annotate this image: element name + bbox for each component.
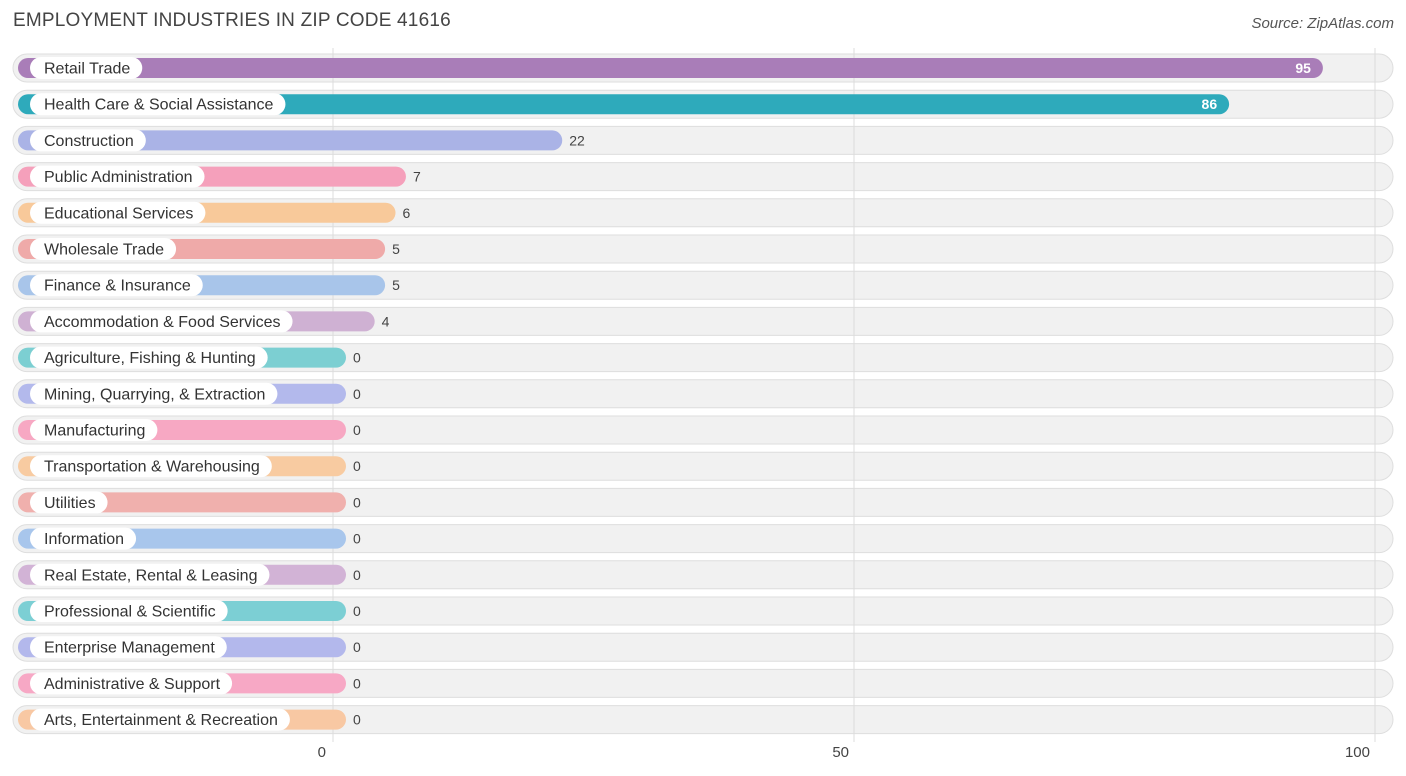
value-label: 86 (1202, 96, 1218, 112)
row-track (12, 596, 1394, 626)
category-label: Enterprise Management (44, 640, 215, 657)
category-label-pill (30, 238, 177, 260)
category-label: Finance & Insurance (44, 278, 191, 295)
category-label-pill (30, 563, 270, 586)
row-track (12, 451, 1394, 481)
category-label: Administrative & Support (44, 676, 221, 693)
category-label-pill (30, 527, 137, 550)
category-label-pill (30, 455, 272, 478)
row-track (12, 524, 1394, 554)
category-label: Manufacturing (44, 423, 145, 440)
category-label-pill (30, 310, 293, 333)
category-label: Wholesale Trade (44, 242, 164, 259)
x-tick-label: 100 (1345, 744, 1370, 761)
category-label-pill (30, 57, 143, 79)
row-track (12, 415, 1394, 445)
value-label: 0 (353, 675, 361, 691)
category-label-pill (30, 491, 108, 514)
row-track (12, 487, 1394, 517)
category-label: Retail Trade (44, 61, 130, 78)
category-label: Real Estate, Rental & Leasing (44, 567, 257, 584)
category-label: Public Administration (44, 169, 193, 186)
chart-title: EMPLOYMENT INDUSTRIES IN ZIP CODE 41616 (13, 10, 451, 31)
value-label: 0 (353, 603, 361, 619)
category-label-pill (30, 274, 203, 297)
category-label-pill (30, 201, 206, 224)
category-label-pill (30, 600, 228, 622)
bar (18, 130, 563, 151)
category-label: Agriculture, Fishing & Hunting (44, 350, 256, 367)
category-label-pill (30, 346, 268, 369)
value-label: 0 (353, 350, 361, 366)
value-label: 95 (1295, 60, 1311, 76)
category-label-pill (30, 708, 290, 731)
value-label: 6 (403, 205, 411, 221)
category-label: Professional & Scientific (44, 604, 216, 621)
x-tick-label: 50 (832, 744, 849, 761)
source-note: Source: ZipAtlas.com (1251, 15, 1394, 32)
value-label: 0 (353, 639, 361, 655)
category-label: Health Care & Social Assistance (44, 97, 274, 114)
row-track (12, 632, 1394, 662)
category-label-pill (30, 672, 233, 695)
value-label: 0 (353, 494, 361, 510)
value-label: 0 (353, 531, 361, 547)
category-label: Transportation & Warehousing (44, 459, 260, 476)
category-label-pill (30, 636, 227, 659)
row-track (12, 343, 1394, 373)
row-track (12, 705, 1394, 735)
category-label: Utilities (44, 495, 96, 512)
value-label: 4 (382, 313, 390, 329)
row-track (12, 560, 1394, 590)
category-label-pill (30, 419, 158, 441)
category-label-pill (30, 382, 278, 405)
category-label-pill (30, 93, 286, 116)
value-label: 7 (413, 169, 421, 185)
value-label: 0 (353, 567, 361, 583)
value-label: 22 (569, 132, 585, 148)
value-label: 0 (353, 712, 361, 728)
value-label: 0 (353, 458, 361, 474)
category-label: Construction (44, 133, 134, 150)
category-label: Mining, Quarrying, & Extraction (44, 386, 265, 403)
value-label: 5 (392, 241, 400, 257)
value-label: 5 (392, 277, 400, 293)
category-label: Educational Services (44, 205, 193, 222)
category-label: Arts, Entertainment & Recreation (44, 712, 278, 729)
row-track (12, 379, 1394, 409)
category-label-pill (30, 129, 146, 152)
category-label: Information (44, 531, 124, 548)
value-label: 0 (353, 422, 361, 438)
row-track (12, 668, 1394, 698)
category-label: Accommodation & Food Services (44, 314, 281, 331)
x-tick-label: 0 (318, 744, 326, 761)
bar (18, 94, 1230, 115)
bar (18, 58, 1323, 78)
category-label-pill (30, 165, 205, 188)
value-label: 0 (353, 386, 361, 402)
